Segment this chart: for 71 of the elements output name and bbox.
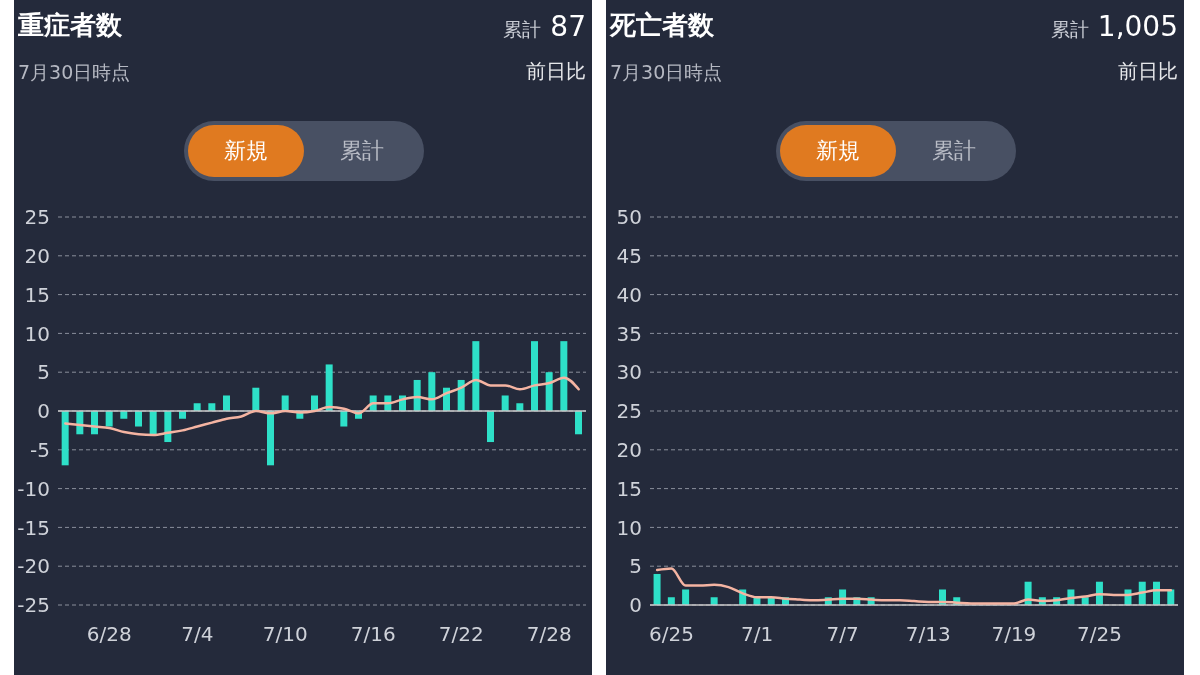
x-tick-label: 7/7 (826, 622, 859, 647)
bar (252, 387, 260, 411)
bar (560, 341, 568, 411)
y-tick-label: -25 (17, 593, 50, 618)
toggle-switch: 新規 累計 (184, 121, 424, 181)
x-tick-label: 7/28 (526, 622, 572, 647)
x-tick-label: 6/25 (648, 622, 694, 647)
y-tick-label: 25 (24, 205, 50, 230)
bar (208, 403, 216, 411)
y-tick-label: -5 (30, 437, 50, 462)
bar (281, 395, 289, 411)
bar (575, 411, 582, 435)
line-series (655, 567, 1173, 605)
y-tick-label: 45 (616, 243, 642, 268)
bar (487, 411, 494, 443)
bar (545, 372, 553, 411)
x-tick-label: 7/13 (905, 622, 951, 647)
toggle-switch: 新規 累計 (776, 121, 1016, 181)
x-tick-label: 7/16 (350, 622, 396, 647)
x-tick-label: 7/1 (740, 622, 774, 647)
y-tick-label: -20 (17, 554, 50, 579)
chart-subtitle: 7月30日時点 (18, 60, 131, 85)
bar (531, 341, 538, 411)
x-tick-label: 7/19 (991, 622, 1037, 647)
bar (193, 403, 201, 411)
text: 累計 87 (503, 10, 586, 43)
bar (472, 341, 480, 411)
chart-subtitle: 7月30日時点 (610, 60, 723, 85)
x-tick-label: 7/25 (1077, 622, 1122, 647)
text: 前日比 (526, 58, 586, 85)
text: 累計 1,005 (1050, 10, 1178, 43)
bar (428, 372, 436, 411)
y-tick-label: -15 (17, 515, 50, 540)
bar (516, 403, 524, 411)
y-tick-label: 40 (616, 282, 642, 307)
y-tick-label: 15 (616, 476, 642, 501)
y-tick-label: 10 (616, 515, 642, 540)
y-tick-label: 5 (37, 360, 50, 385)
bar (223, 395, 230, 411)
y-tick-label: 25 (616, 399, 642, 424)
bar (179, 411, 186, 419)
y-tick-label: 20 (616, 437, 642, 462)
text: 前日比 (1118, 58, 1178, 85)
x-tick-label: 7/22 (438, 622, 484, 647)
bar (120, 411, 128, 419)
y-tick-label: 15 (24, 282, 50, 307)
chart-title: 重症者数 (18, 9, 122, 42)
y-tick-label: -10 (17, 476, 50, 501)
bar (267, 411, 274, 466)
bar (61, 411, 69, 466)
y-tick-label: 0 (37, 399, 50, 424)
bar (135, 411, 142, 427)
bar (105, 411, 113, 427)
y-tick-label: 0 (629, 593, 642, 618)
y-tick-label: 20 (24, 243, 50, 268)
chart-title: 死亡者数 (610, 9, 714, 42)
bar (311, 395, 318, 411)
bar (149, 411, 157, 435)
y-tick-label: 10 (24, 321, 50, 346)
x-tick-label: 6/28 (86, 622, 132, 647)
bar (413, 379, 421, 411)
y-tick-label: 35 (616, 321, 642, 346)
x-tick-label: 7/4 (181, 622, 214, 647)
y-tick-label: 50 (616, 205, 642, 230)
y-tick-label: 30 (616, 360, 642, 385)
bar (501, 395, 509, 411)
bar (325, 364, 333, 411)
line-series (64, 376, 580, 437)
bar (340, 411, 348, 427)
x-tick-label: 7/10 (262, 622, 308, 647)
y-tick-label: 5 (629, 554, 642, 579)
